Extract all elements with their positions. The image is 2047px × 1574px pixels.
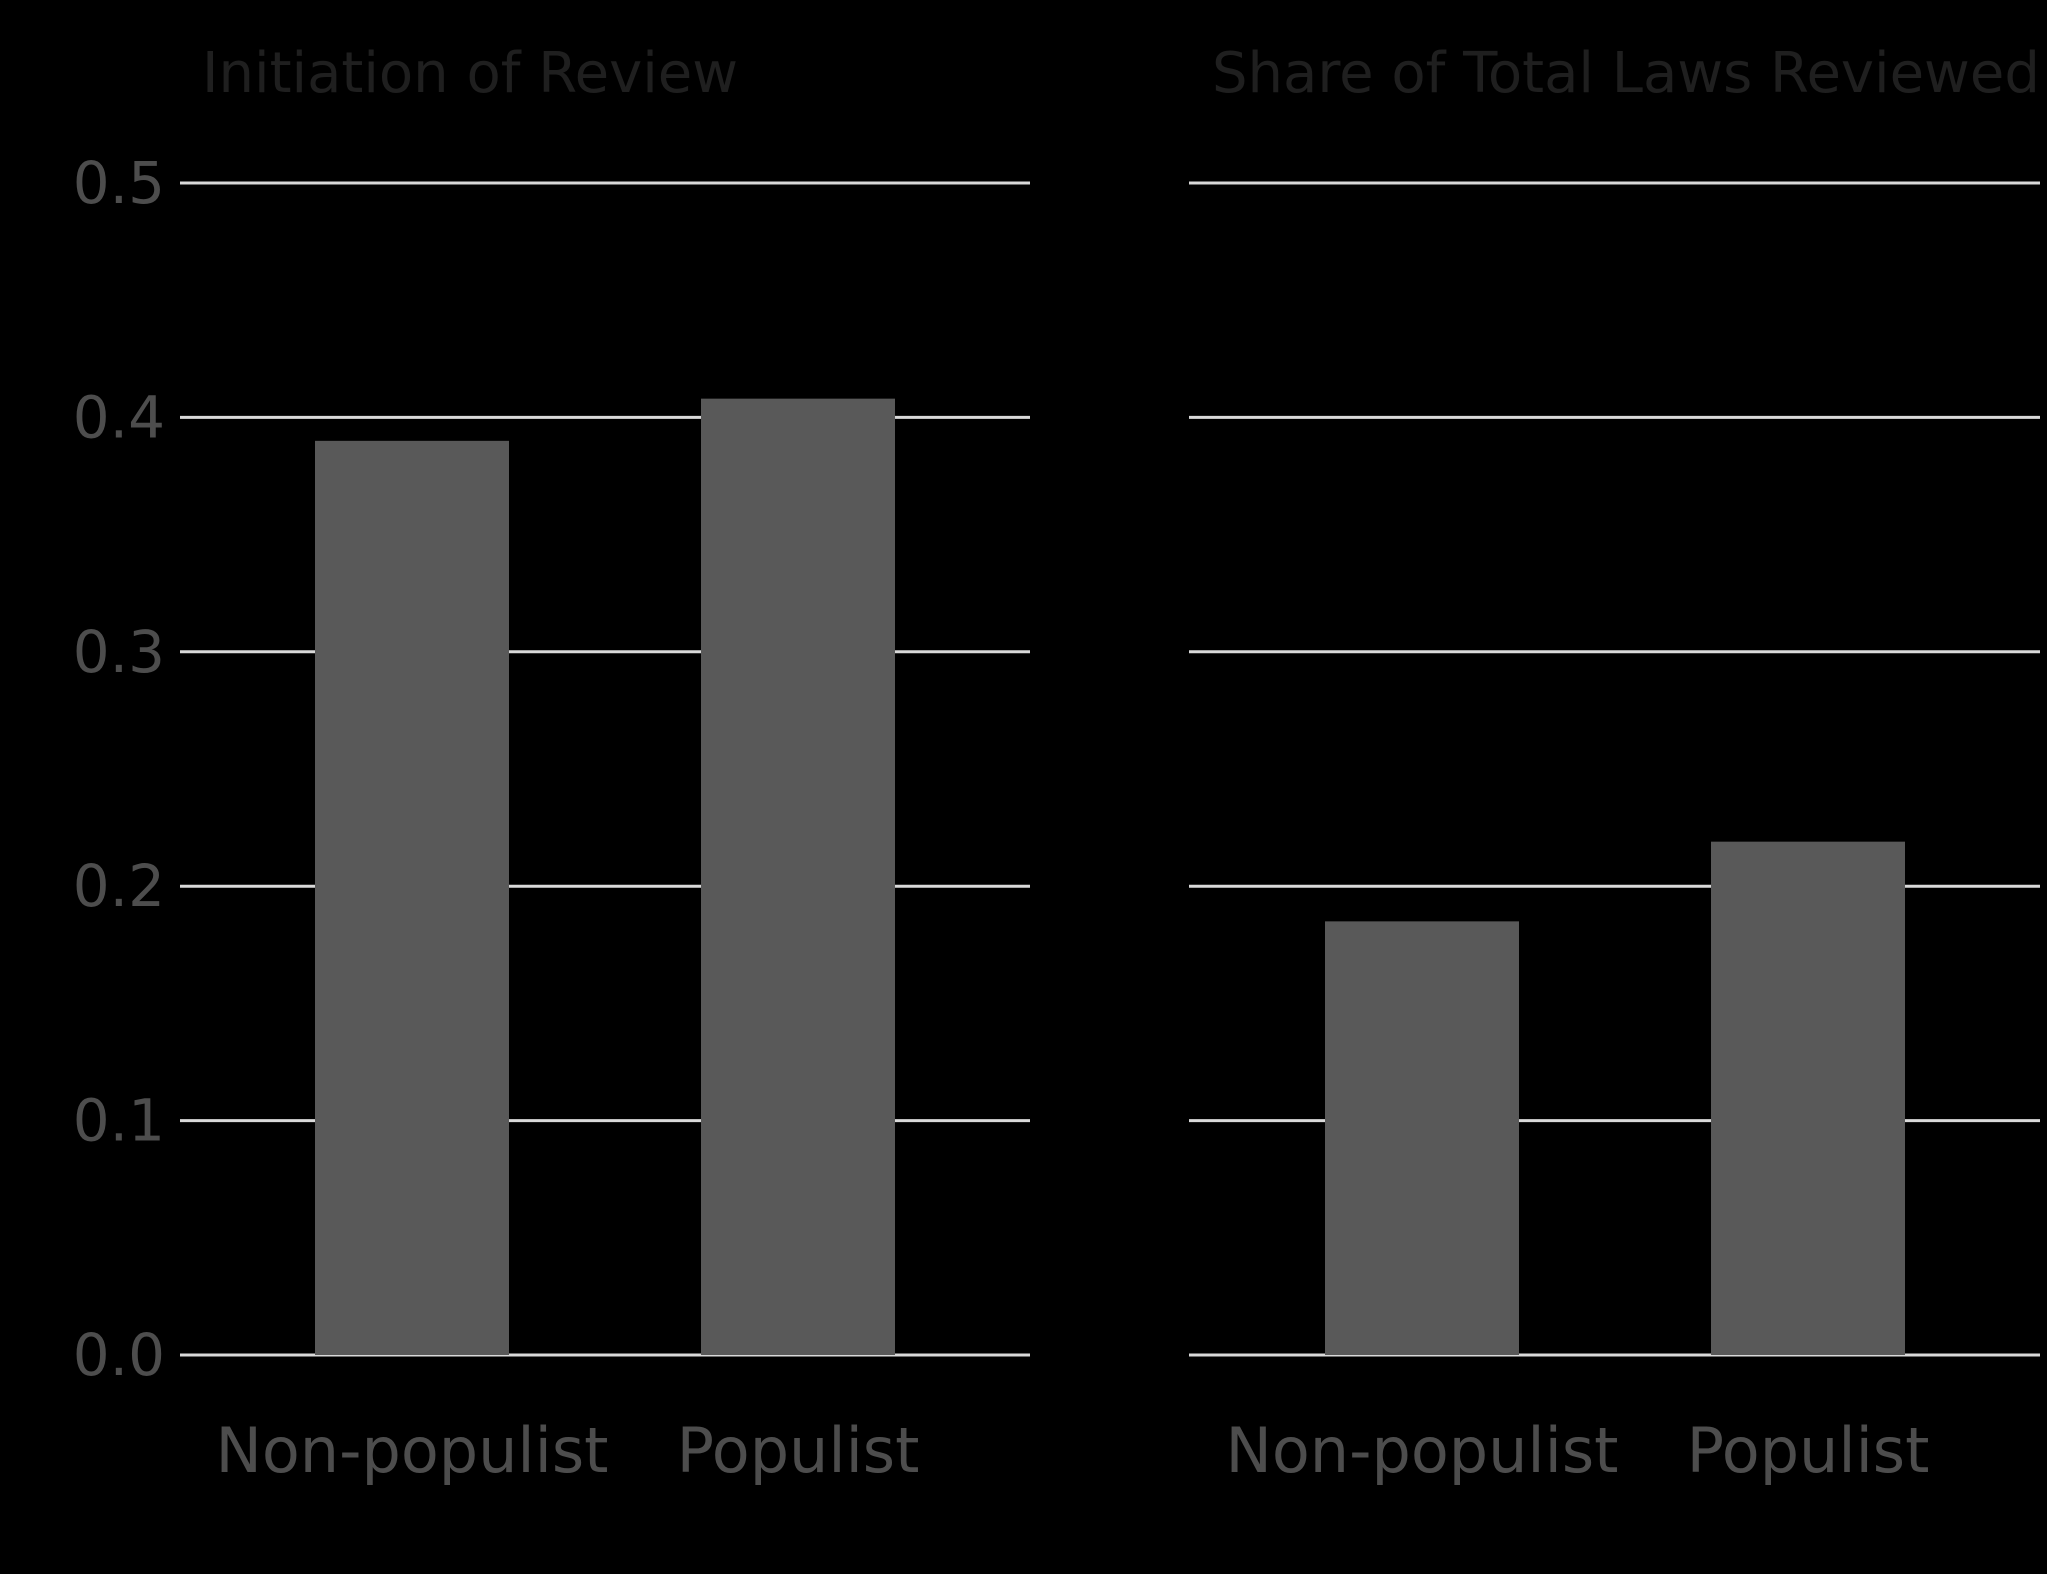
panel-1-bars xyxy=(315,398,895,1356)
panel-1-xticks: Non-populist Populist xyxy=(216,1414,920,1487)
y-tick-label: 0.5 xyxy=(73,149,165,217)
panel-share-of-total-laws-reviewed: Share of Total Laws Reviewed Non-populis… xyxy=(1189,41,2040,1487)
bar-non-populist xyxy=(1325,921,1519,1355)
panel-2-xticks: Non-populist Populist xyxy=(1226,1414,1930,1487)
y-tick-label: 0.0 xyxy=(73,1321,165,1389)
y-tick-label: 0.2 xyxy=(73,852,165,920)
bar-non-populist xyxy=(315,440,509,1356)
x-tick-label: Populist xyxy=(1687,1414,1930,1487)
bar-populist xyxy=(1711,841,1905,1355)
y-tick-label: 0.3 xyxy=(73,618,165,686)
panel-2-title: Share of Total Laws Reviewed xyxy=(1212,41,2040,106)
x-tick-label: Non-populist xyxy=(1226,1414,1619,1487)
y-tick-label: 0.1 xyxy=(73,1087,165,1155)
panel-1-yticks: 0.0 0.1 0.2 0.3 0.4 0.5 xyxy=(73,149,165,1389)
x-tick-label: Non-populist xyxy=(216,1414,609,1487)
panel-initiation-of-review: Initiation of Review 0.00.10.20.30.40.5 … xyxy=(73,41,1030,1487)
panel-2-bars xyxy=(1325,841,1905,1355)
y-tick-label: 0.4 xyxy=(73,383,165,451)
panel-1-title: Initiation of Review xyxy=(202,41,738,106)
bar-populist xyxy=(701,398,895,1355)
x-tick-label: Populist xyxy=(677,1414,920,1487)
